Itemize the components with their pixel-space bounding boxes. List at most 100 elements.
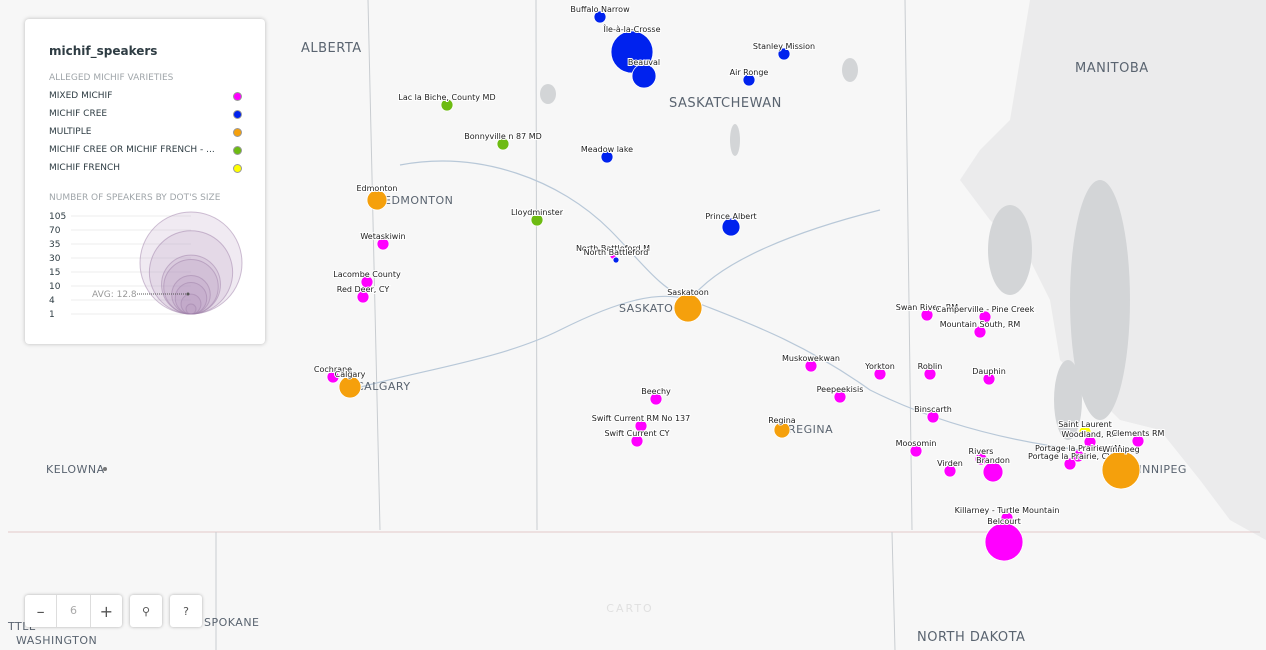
point-label: Red Deer, CY	[337, 285, 390, 294]
place-label: NORTH DAKOTA	[917, 630, 1025, 645]
speaker-dot[interactable]	[773, 421, 791, 439]
place-labels: ALBERTA SASKATCHEWAN MANITOBA EDMONTON CALGA…	[7, 41, 1186, 647]
speaker-dot[interactable]	[366, 189, 388, 211]
speaker-dot[interactable]	[360, 275, 374, 289]
point-label: Portage la Prairie, RM	[1035, 444, 1121, 453]
legend-label: MICHIF CREE OR MICHIF FRENCH - ...	[49, 145, 215, 155]
zoom-in[interactable]: +	[99, 601, 114, 621]
legend-swatch	[233, 164, 242, 173]
speaker-dot[interactable]	[982, 461, 1004, 483]
point-label: Lloydminster	[511, 208, 564, 217]
speaker-dot[interactable]	[630, 434, 644, 448]
speaker-dot[interactable]	[649, 392, 663, 406]
speaker-dot[interactable]	[721, 217, 741, 237]
place-label: SPOKANE	[204, 616, 260, 629]
place-label: MANITOBA	[1075, 61, 1149, 76]
legend-title: michif_speakers	[49, 44, 158, 58]
speaker-dot[interactable]	[1078, 425, 1092, 439]
zoom-level: 6	[56, 595, 91, 627]
size-heading: NUMBER OF SPEAKERS BY DOT'S SIZE	[49, 193, 221, 203]
speaker-dot[interactable]	[978, 310, 992, 324]
point-label: Portage la Prairie, CY	[1028, 452, 1112, 461]
size-legend: 105 70 35 30 15 10 4 1 AVG: 12.8	[49, 211, 243, 320]
speaker-dot[interactable]	[1071, 449, 1085, 463]
lakes	[540, 0, 1266, 540]
speaker-dot[interactable]	[973, 325, 987, 339]
legend-swatch	[233, 146, 242, 155]
speaker-dot[interactable]	[530, 213, 544, 227]
speaker-dot[interactable]	[631, 63, 657, 89]
speaker-dot[interactable]	[496, 137, 510, 151]
size-tick-label: 30	[49, 254, 61, 264]
speaker-dot[interactable]	[326, 370, 340, 384]
zoom-out[interactable]: –	[36, 601, 45, 621]
point-label: Buffalo Narrow	[570, 5, 630, 14]
point-label: Killarney - Turtle Mountain	[955, 506, 1060, 515]
speaker-dot[interactable]	[943, 464, 957, 478]
speaker-dot[interactable]	[673, 293, 703, 323]
point-label: Regina	[768, 416, 795, 425]
search-button[interactable]: ⚲	[130, 595, 162, 627]
speaker-dot[interactable]	[974, 452, 988, 466]
point-label: Woodland, RM	[1061, 430, 1118, 439]
point-label: Dauphin	[972, 367, 1006, 376]
place-label: KELOWNA	[46, 463, 105, 476]
point-label: Wetaskiwin	[360, 232, 405, 241]
point-label: Binscarth	[914, 405, 952, 414]
speaker-dot[interactable]	[593, 10, 607, 24]
speaker-dot[interactable]	[777, 47, 791, 61]
speaker-dot[interactable]	[634, 419, 648, 433]
speaker-dot[interactable]	[923, 367, 937, 381]
speaker-dot[interactable]	[356, 290, 370, 304]
size-tick-label: 10	[49, 282, 61, 292]
place-label: CALGARY	[356, 380, 411, 393]
point-label: Camperville - Pine Creek	[936, 305, 1035, 314]
speaker-dot[interactable]	[804, 359, 818, 373]
zoom-control: – 6 +	[25, 595, 122, 627]
speaker-dot[interactable]	[612, 256, 620, 264]
borders	[8, 0, 1260, 650]
speaker-dot[interactable]	[873, 367, 887, 381]
speaker-dot[interactable]	[1101, 450, 1141, 490]
legend-label: MICHIF FRENCH	[49, 163, 121, 173]
speaker-dot[interactable]	[984, 522, 1024, 562]
speaker-dot[interactable]	[1131, 434, 1145, 448]
speaker-dot[interactable]	[338, 375, 362, 399]
legend-label: MULTIPLE	[49, 127, 92, 137]
speaker-dot[interactable]	[600, 150, 614, 164]
point-label: Swift Current CY	[604, 429, 669, 438]
help-button[interactable]: ?	[170, 595, 202, 627]
speaker-dot[interactable]	[440, 98, 454, 112]
speaker-dot[interactable]	[742, 73, 756, 87]
legend-label: MIXED MICHIF	[49, 91, 113, 101]
point-label: Bonnyville n 87 MD	[464, 132, 542, 141]
speaker-dot[interactable]	[1083, 435, 1097, 449]
size-tick-label: 70	[49, 226, 61, 236]
size-circle	[185, 303, 197, 315]
rivers	[349, 160, 1081, 451]
point-label: Air Ronge	[730, 68, 769, 77]
point-label: Cochrane	[314, 365, 352, 374]
point-label: Île-à-la-Crosse	[602, 23, 660, 34]
avg-dot	[186, 292, 190, 296]
size-tick-label: 15	[49, 268, 60, 278]
point-label: Stanley Mission	[753, 42, 815, 51]
point-label: Swift Current RM No 137	[592, 414, 690, 423]
speaker-dot[interactable]	[833, 390, 847, 404]
point-label: Swan River, RM	[896, 303, 959, 312]
legend: michif_speakers ALLEGED MICHIF VARIETIES…	[25, 19, 265, 344]
speaker-dot[interactable]	[909, 444, 923, 458]
legend-label: MICHIF CREE	[49, 109, 108, 119]
speaker-dot[interactable]	[982, 372, 996, 386]
place-label: WASHINGTON	[16, 634, 97, 647]
size-tick-label: 4	[49, 296, 55, 306]
point-label: Roblin	[918, 362, 943, 371]
point-label: Winnipeg	[1102, 445, 1139, 454]
speaker-dot[interactable]	[920, 308, 934, 322]
place-label: REGINA	[788, 423, 833, 436]
legend-swatch	[233, 128, 242, 137]
speaker-dot[interactable]	[1063, 457, 1077, 471]
speaker-dot[interactable]	[376, 237, 390, 251]
speaker-dot[interactable]	[926, 410, 940, 424]
